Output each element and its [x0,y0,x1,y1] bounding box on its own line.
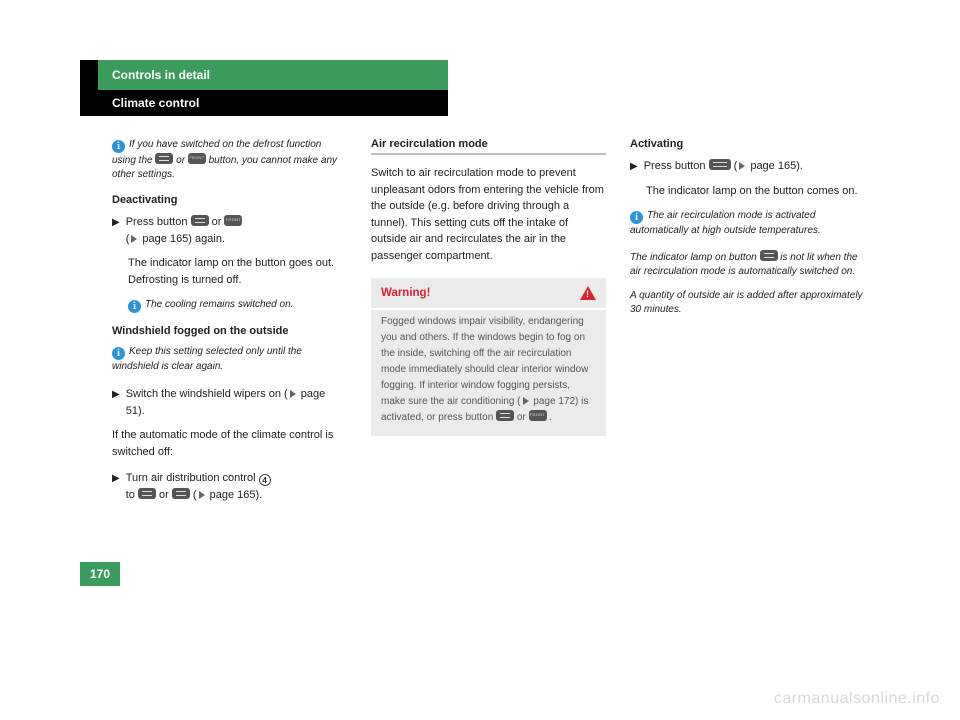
text: ( [190,489,197,501]
info-note: iKeep this setting selected only until t… [112,345,347,374]
page-ref-icon [290,390,296,398]
air-dist-icon [138,488,156,499]
step-arrow-icon: ▶ [112,387,120,419]
warning-header: Warning! [371,278,606,308]
content-columns: iIf you have switched on the defrost fun… [80,138,880,511]
text: or [209,216,225,228]
text: Turn air distribution control [126,472,259,484]
info-note-plain: A quantity of outside air is added after… [630,289,865,317]
column-2: Air recirculation mode Switch to air rec… [371,138,606,511]
info-icon: i [630,211,643,224]
info-note: iThe air recirculation mode is activated… [630,209,865,238]
text: ( [731,160,738,172]
page-ref-icon [131,235,137,243]
step-result: The indicator lamp on the button comes o… [646,183,865,200]
paragraph: If the automatic mode of the climate con… [112,427,347,460]
text: page 165). [207,489,263,501]
text: Fogged windows impair visibility, endang… [381,316,588,407]
step-text: Press button ( page 165). [644,158,865,175]
info-icon: i [128,300,141,313]
note-text: The air recirculation mode is activated … [630,210,821,236]
step-text: Turn air distribution control 4 to or ( … [126,470,347,503]
text: or [156,489,172,501]
watermark: carmanualsonline.info [774,690,940,708]
heading-air-recirc: Air recirculation mode [371,138,606,155]
subsection-title: Climate control [80,90,448,116]
text: page 165) again. [139,233,225,245]
text: Press button [126,216,191,228]
page-number: 170 [80,562,120,586]
warning-title: Warning! [381,287,430,299]
page-ref-icon [199,491,205,499]
tab-spine [80,60,98,90]
text: or [514,412,528,423]
info-note: iIf you have switched on the defrost fun… [112,138,347,182]
note-text: or [173,155,187,166]
step-arrow-icon: ▶ [630,159,638,175]
defrost-icon [496,410,514,421]
step-item: ▶ Turn air distribution control 4 to or … [112,470,347,503]
warning-box: Warning! Fogged windows impair visibilit… [371,278,606,436]
text: Switch the windshield wipers on ( [126,388,288,400]
paragraph: Switch to air recirculation mode to prev… [371,165,606,264]
defrost-icon [155,153,173,164]
note-text: The cooling remains switched on. [145,299,293,310]
front-defrost-icon [224,215,242,226]
text: to [126,489,138,501]
note-text: Keep this setting selected only until th… [112,346,302,372]
section-title: Controls in detail [98,60,448,90]
step-item: ▶ Press button or ( page 165) again. [112,214,347,247]
page-ref-icon [523,397,529,405]
defrost-icon [191,215,209,226]
front-defrost-icon [529,410,547,421]
text: . [547,412,553,423]
heading-deactivating: Deactivating [112,194,347,206]
step-result: The indicator lamp on the button goes ou… [128,255,347,288]
step-arrow-icon: ▶ [112,471,120,503]
step-item: ▶ Switch the windshield wipers on ( page… [112,386,347,419]
column-3: Activating ▶ Press button ( page 165). T… [630,138,865,511]
column-1: iIf you have switched on the defrost fun… [112,138,347,511]
text: page 165). [747,160,803,172]
text: The indicator lamp on button [630,252,760,263]
recirc-icon [760,250,778,261]
info-icon: i [112,140,125,153]
info-note-plain: The indicator lamp on button is not lit … [630,250,865,279]
heading-windshield-fogged: Windshield fogged on the outside [112,325,347,337]
warning-body: Fogged windows impair visibility, endang… [371,310,606,436]
header-tabs: Controls in detail [80,60,880,90]
text: ( [126,233,130,245]
front-defrost-icon [188,153,206,164]
air-dist-icon [172,488,190,499]
callout-4: 4 [259,474,271,486]
step-text: Switch the windshield wipers on ( page 5… [126,386,347,419]
info-icon: i [112,347,125,360]
text: Press button [644,160,709,172]
step-item: ▶ Press button ( page 165). [630,158,865,175]
recirc-icon [709,159,731,170]
page-ref-icon [739,162,745,170]
step-text: Press button or ( page 165) again. [126,214,347,247]
info-note: i The cooling remains switched on. [128,298,347,313]
warning-triangle-icon [580,286,596,300]
step-arrow-icon: ▶ [112,215,120,247]
manual-page: Controls in detail Climate control iIf y… [80,60,880,511]
heading-activating: Activating [630,138,865,150]
